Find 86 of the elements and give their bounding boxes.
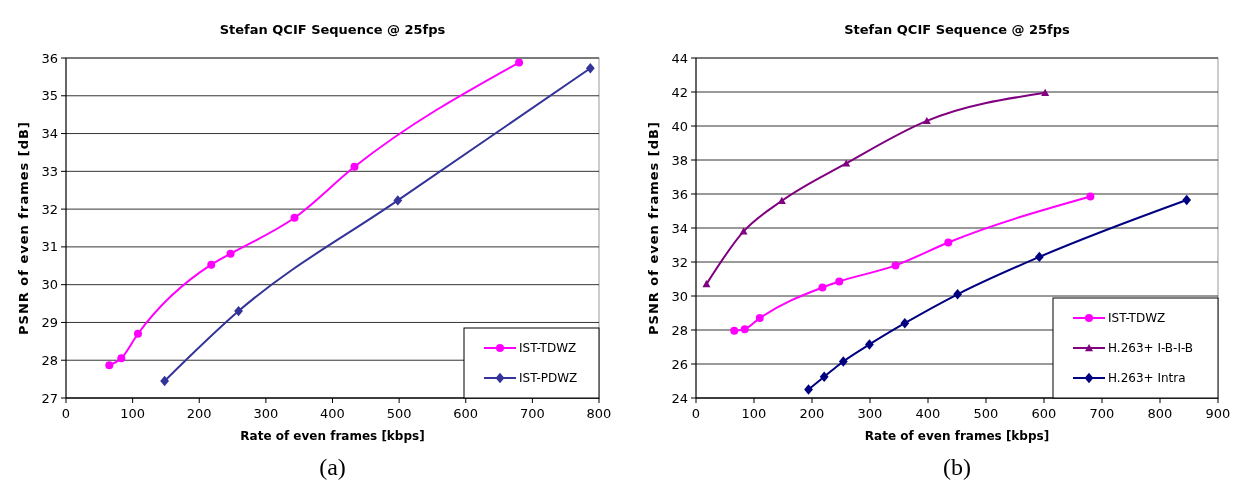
y-tick-label: 32: [671, 254, 688, 270]
legend-label: IST-PDWZ: [519, 371, 578, 386]
y-tick-label: 33: [41, 163, 58, 179]
point: [393, 195, 403, 206]
point: [226, 249, 235, 258]
x-tick-label: 200: [799, 406, 825, 421]
chart-title: Stefan QCIF Sequence @ 25fps: [844, 22, 1071, 37]
y-tick-label: 34: [671, 220, 688, 236]
point: [739, 227, 748, 235]
point: [105, 361, 114, 370]
point: [290, 213, 299, 222]
point: [740, 325, 749, 334]
y-tick-label: 26: [671, 356, 688, 372]
point: [838, 356, 848, 367]
point: [1086, 192, 1095, 201]
text: (a): [319, 454, 346, 480]
point: [891, 261, 900, 270]
point: [835, 277, 844, 286]
y-axis-title: PSNR of even frames [dB]: [16, 121, 31, 335]
point: [133, 329, 142, 338]
point: [1034, 251, 1044, 263]
x-tick-label: 500: [973, 406, 999, 421]
x-axis-title: Rate of even frames [kbps]: [864, 429, 1050, 443]
y-tick-label: 29: [41, 314, 58, 330]
point: [944, 238, 953, 247]
x-tick-label: 700: [519, 406, 545, 421]
point: [900, 318, 910, 329]
y-tick-label: 36: [41, 50, 58, 66]
x-tick-label: 300: [857, 406, 883, 421]
point: [804, 384, 813, 395]
x-tick-label: 800: [586, 406, 612, 421]
x-tick-label: 800: [1147, 406, 1173, 421]
x-tick-label: 0: [691, 406, 701, 421]
x-tick-label: 100: [741, 406, 767, 421]
y-tick-label: 30: [41, 277, 58, 293]
point: [702, 280, 711, 288]
y-tick-label: 44: [671, 50, 688, 66]
point: [234, 305, 243, 317]
y-tick-label: 42: [671, 84, 688, 100]
legend-label: IST-TDWZ: [519, 341, 577, 356]
point: [515, 58, 524, 67]
x-tick-label: 400: [915, 406, 941, 421]
point: [1041, 88, 1050, 97]
legend-label: H.263+ Intra: [1108, 371, 1186, 386]
point: [585, 63, 595, 74]
y-tick-label: 34: [41, 126, 58, 142]
x-tick-label: 600: [1031, 406, 1057, 421]
y-tick-label: 40: [671, 118, 688, 134]
point: [865, 339, 874, 350]
point: [842, 159, 851, 167]
point: [350, 162, 359, 171]
x-axis-title: Rate of even frames [kbps]: [240, 429, 425, 443]
x-tick-label: 600: [453, 406, 479, 421]
legend-label: H.263+ I-B-I-B: [1108, 341, 1194, 356]
x-tick-label: 700: [1089, 406, 1115, 421]
y-axis-title: PSNR of even frames [dB]: [646, 121, 661, 335]
point: [818, 283, 827, 292]
point: [922, 116, 931, 125]
y-tick-label: 35: [41, 88, 58, 104]
point: [953, 289, 962, 300]
x-tick-label: 300: [253, 406, 279, 421]
y-tick-label: 32: [41, 201, 58, 217]
y-tick-label: 31: [41, 239, 58, 255]
x-tick-label: 500: [386, 406, 412, 421]
point: [160, 375, 170, 387]
legend-label: IST-TDWZ: [1108, 311, 1166, 326]
y-tick-label: 28: [671, 322, 688, 338]
y-tick-label: 30: [671, 288, 688, 304]
y-tick-label: 28: [41, 352, 58, 368]
x-tick-label: 400: [320, 406, 345, 421]
point: [207, 260, 216, 269]
x-tick-label: 900: [1205, 406, 1231, 421]
point: [755, 314, 764, 323]
point: [819, 371, 829, 382]
y-tick-label: 27: [41, 390, 58, 406]
point: [117, 354, 126, 363]
point: [730, 326, 739, 335]
text: (b): [943, 454, 971, 480]
x-tick-label: 100: [120, 406, 146, 421]
y-tick-label: 38: [671, 152, 688, 168]
point: [1182, 194, 1192, 206]
y-tick-label: 36: [671, 186, 688, 202]
x-tick-label: 200: [186, 406, 212, 421]
x-tick-label: 0: [61, 406, 71, 421]
y-tick-label: 24: [671, 390, 688, 406]
chart-title: Stefan QCIF Sequence @ 25fps: [219, 22, 446, 37]
